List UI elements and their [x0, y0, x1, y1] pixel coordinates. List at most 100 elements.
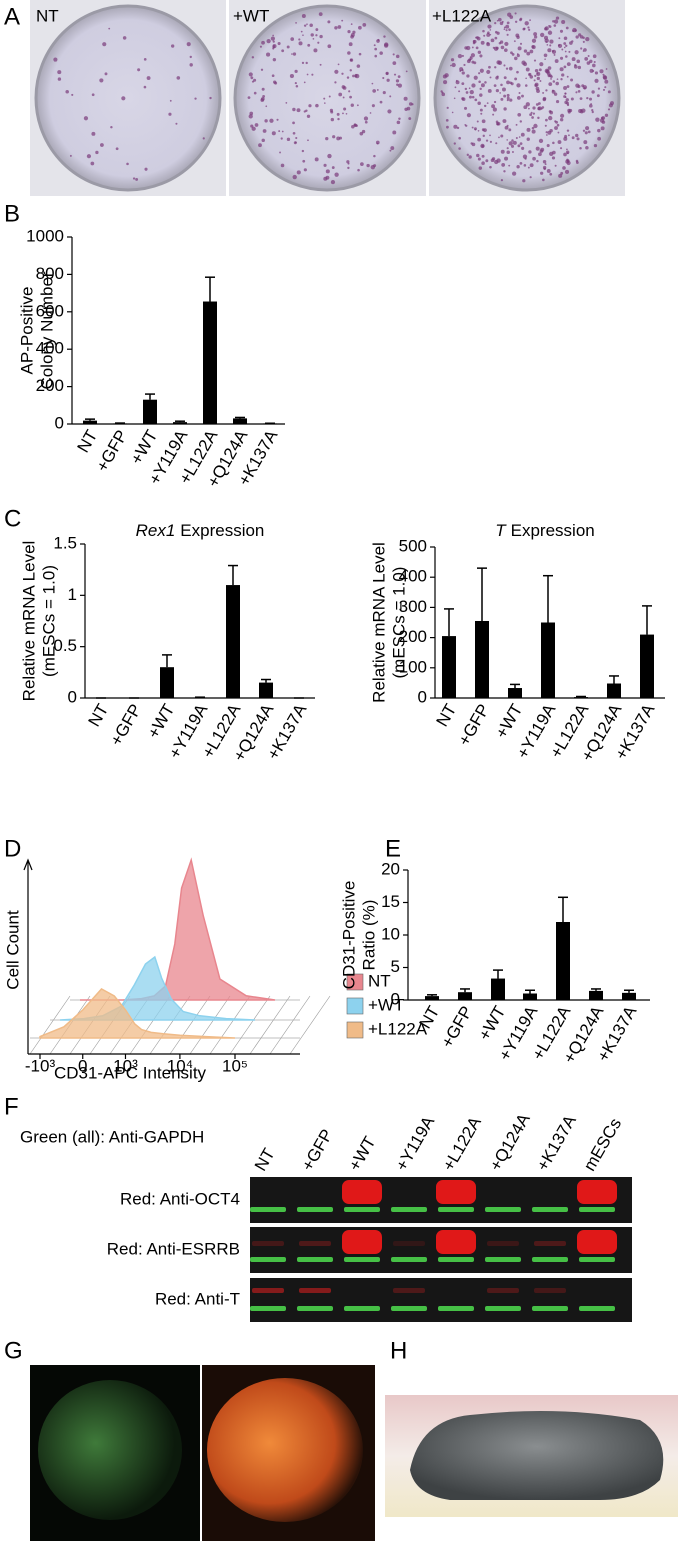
colony-speck — [323, 97, 326, 100]
colony-speck — [466, 59, 471, 64]
colony-speck — [254, 123, 259, 127]
colony-speck — [91, 93, 95, 97]
colony-speck — [327, 153, 332, 159]
colony-speck — [541, 106, 545, 109]
y-axis-label: Cell Count — [3, 910, 22, 990]
colony-speck — [350, 23, 353, 25]
red-band — [534, 1241, 566, 1246]
colony-speck — [253, 91, 257, 95]
y-tick-label: 1000 — [26, 226, 64, 245]
colony-speck — [586, 96, 589, 100]
colony-speck — [510, 51, 513, 55]
colony-speck — [347, 166, 350, 170]
colony-speck — [508, 66, 513, 71]
colony-speck — [480, 40, 485, 45]
panel-label: D — [4, 835, 21, 862]
y-tick-label: 0 — [391, 989, 400, 1008]
well — [34, 4, 222, 192]
colony-speck — [544, 68, 550, 74]
colony-speck — [525, 102, 530, 107]
colony-speck — [498, 136, 500, 139]
colony-speck — [542, 97, 547, 102]
colony-speck — [272, 47, 275, 50]
title-text: Expression — [511, 521, 595, 540]
colony-speck — [516, 54, 520, 58]
colony-speck — [347, 29, 351, 34]
colony-speck — [514, 56, 518, 61]
colony-speck — [505, 24, 510, 29]
colony-speck — [382, 76, 385, 80]
floor-hatch — [29, 995, 71, 1055]
colony-speck — [456, 126, 460, 130]
colony-speck — [370, 164, 376, 170]
colony-speck — [356, 64, 361, 68]
colony-speck — [408, 102, 413, 106]
colony-speck — [550, 75, 553, 78]
panel-label: C — [4, 505, 21, 532]
y-axis-label: Relative mRNA Level — [19, 541, 38, 702]
y-tick-label: 100 — [399, 657, 427, 676]
red-band — [534, 1288, 566, 1293]
colony-speck — [500, 178, 504, 182]
colony-speck — [575, 91, 578, 94]
colony-speck — [579, 97, 583, 101]
colony-speck — [571, 136, 575, 140]
colony-speck — [352, 30, 356, 34]
colony-speck — [298, 38, 301, 41]
colony-speck — [458, 136, 461, 140]
y-axis-label: Relative mRNA Level — [369, 542, 388, 703]
colony-speck — [465, 124, 468, 127]
colony-speck — [551, 50, 554, 53]
colony-speck — [266, 52, 271, 57]
lane-label: +K137A — [533, 1111, 580, 1174]
colony-speck — [558, 37, 561, 40]
colony-speck — [537, 106, 542, 111]
colony-speck — [137, 68, 141, 72]
colony-speck — [532, 156, 536, 161]
colony-speck — [57, 77, 62, 81]
y-tick-label: 1 — [68, 585, 77, 604]
colony-speck — [549, 128, 553, 133]
colony-speck — [528, 73, 531, 76]
colony-speck — [360, 162, 364, 166]
colony-speck — [339, 136, 342, 140]
colony-speck — [328, 95, 331, 98]
y-tick-label: 200 — [399, 627, 427, 646]
colony-speck — [392, 61, 397, 66]
colony-speck — [566, 85, 570, 88]
gapdh-band — [391, 1306, 427, 1311]
colony-speck — [358, 25, 362, 30]
colony-speck — [551, 89, 556, 94]
colony-speck — [500, 134, 504, 138]
colony-speck — [351, 125, 355, 129]
colony-speck — [261, 87, 265, 91]
colony-speck — [405, 70, 408, 73]
colony-speck — [579, 147, 582, 150]
colony-speck — [202, 137, 205, 140]
colony-speck — [371, 82, 374, 85]
y-tick-label: 0 — [418, 687, 427, 706]
colony-speck — [548, 82, 553, 87]
colony-speck — [440, 90, 443, 93]
legend-label: +WT — [368, 995, 404, 1014]
colony-speck — [144, 167, 148, 171]
histogram-area — [39, 988, 236, 1039]
colony-speck — [519, 161, 523, 165]
colony-speck — [258, 143, 262, 148]
colony-speck — [473, 39, 477, 44]
colony-speck — [504, 41, 509, 47]
colony-speck — [312, 37, 315, 40]
colony-speck — [325, 169, 330, 174]
colony-speck — [251, 126, 256, 131]
bar — [491, 978, 505, 1000]
colony-speck — [468, 155, 472, 159]
colony-speck — [315, 28, 319, 31]
colony-speck — [562, 166, 566, 170]
red-band — [393, 1288, 425, 1293]
colony-speck — [601, 120, 606, 124]
colony-speck — [398, 117, 401, 121]
colony-speck — [503, 76, 507, 80]
colony-speck — [270, 36, 275, 41]
colony-speck — [175, 122, 178, 125]
lane-label: NT — [251, 1145, 279, 1174]
